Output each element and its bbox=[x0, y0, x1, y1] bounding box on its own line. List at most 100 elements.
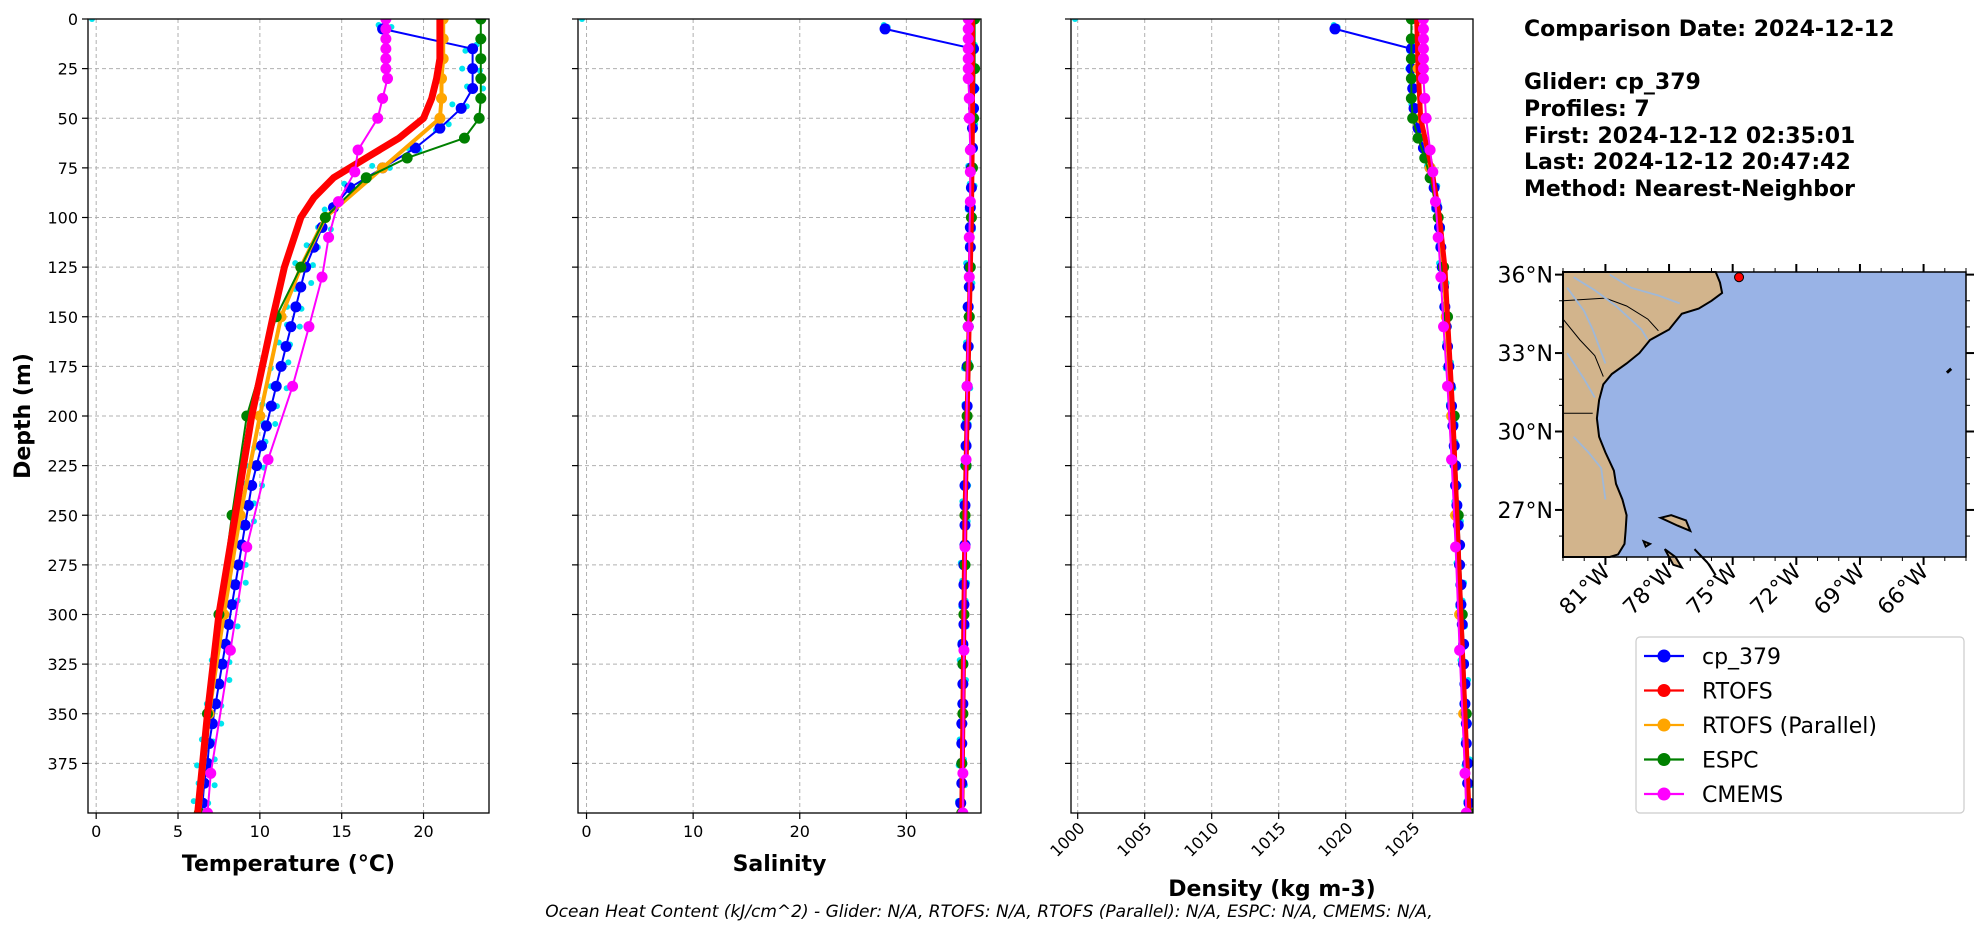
glider-raw-points bbox=[579, 19, 980, 807]
legend-label: ESPC bbox=[1702, 749, 1759, 774]
data-point bbox=[1417, 63, 1429, 75]
data-point bbox=[380, 63, 392, 75]
data-point bbox=[959, 541, 971, 553]
legend-entry-rtofs: RTOFS bbox=[1644, 680, 1773, 705]
lat-label: 33°N bbox=[1498, 342, 1553, 367]
data-point bbox=[239, 519, 251, 531]
info-line-4: First: 2024-12-12 02:35:01 bbox=[1524, 124, 1855, 149]
series-cmems bbox=[957, 19, 976, 813]
data-point bbox=[1460, 807, 1472, 813]
data-point bbox=[963, 271, 975, 283]
river bbox=[1572, 436, 1607, 500]
x-axis-label: Temperature (°C) bbox=[182, 852, 395, 877]
data-point bbox=[285, 321, 297, 333]
data-point bbox=[1417, 19, 1429, 25]
raw-point bbox=[1072, 19, 1078, 22]
data-point bbox=[475, 73, 487, 85]
data-point bbox=[1432, 231, 1444, 243]
data-point bbox=[962, 321, 974, 333]
data-point bbox=[1417, 53, 1429, 65]
y-tick-label: 150 bbox=[47, 308, 78, 327]
data-point bbox=[1427, 166, 1439, 178]
data-point bbox=[467, 63, 479, 75]
data-point bbox=[1454, 644, 1466, 656]
data-point bbox=[473, 112, 485, 124]
data-point bbox=[475, 19, 487, 25]
y-ticks bbox=[572, 18, 578, 764]
legend-label: RTOFS bbox=[1702, 680, 1773, 705]
data-point bbox=[380, 19, 392, 25]
data-point bbox=[223, 618, 235, 630]
data-point bbox=[323, 231, 335, 243]
x-tick-label: 10 bbox=[250, 822, 270, 841]
legend-marker bbox=[1657, 787, 1671, 801]
data-point bbox=[962, 19, 974, 25]
data-point bbox=[962, 23, 974, 35]
location-map: 36°N33°N30°N27°N81°W 78°W 75°W 72°W 69°W 66°W bbox=[1498, 264, 1974, 620]
panel-1: 0 5 10 15 2002550751001251501752002252502753… bbox=[11, 10, 490, 877]
raw-point bbox=[89, 19, 95, 22]
data-point bbox=[1405, 53, 1417, 65]
data-point bbox=[1420, 112, 1432, 124]
island bbox=[1693, 548, 1717, 576]
data-point bbox=[349, 166, 361, 178]
data-point bbox=[1435, 271, 1447, 283]
data-point bbox=[1405, 19, 1417, 25]
y-tick-label: 200 bbox=[47, 407, 78, 426]
y-tick-label: 0 bbox=[68, 10, 78, 29]
series-line bbox=[1414, 19, 1472, 813]
state-border bbox=[1562, 297, 1659, 332]
raw-point bbox=[579, 19, 585, 22]
data-point bbox=[380, 43, 392, 55]
data-point bbox=[233, 559, 245, 571]
data-point bbox=[290, 301, 302, 313]
river bbox=[1573, 276, 1649, 341]
info-line-2: Glider: cp_379 bbox=[1524, 70, 1701, 95]
data-point bbox=[246, 479, 258, 491]
data-point bbox=[213, 678, 225, 690]
data-point bbox=[1417, 73, 1429, 85]
data-point bbox=[1412, 132, 1424, 144]
data-point bbox=[1419, 92, 1431, 104]
data-point bbox=[961, 380, 973, 392]
raw-point bbox=[194, 762, 201, 769]
x-tick-label: 0 bbox=[581, 822, 591, 841]
data-point bbox=[280, 341, 292, 353]
y-tick-label: 175 bbox=[47, 357, 78, 376]
data-point bbox=[962, 33, 974, 45]
data-point bbox=[229, 579, 241, 591]
x-tick-label: 15 bbox=[332, 822, 352, 841]
data-point bbox=[352, 144, 364, 156]
island bbox=[1641, 539, 1653, 548]
data-point bbox=[262, 454, 274, 466]
data-point bbox=[409, 142, 421, 154]
data-point bbox=[270, 380, 282, 392]
y-tick-label: 125 bbox=[47, 258, 78, 277]
raw-point bbox=[462, 47, 469, 54]
lat-label: 27°N bbox=[1498, 499, 1553, 524]
data-point bbox=[958, 644, 970, 656]
legend-marker bbox=[1657, 718, 1671, 732]
data-point bbox=[251, 460, 263, 472]
data-point bbox=[963, 231, 975, 243]
y-tick-label: 25 bbox=[58, 60, 78, 79]
data-point bbox=[467, 82, 479, 94]
data-point bbox=[475, 92, 487, 104]
legend-box bbox=[1635, 636, 1965, 814]
grid bbox=[578, 18, 981, 813]
plot-area bbox=[1072, 19, 1473, 813]
data-point bbox=[254, 410, 266, 422]
y-tick-label: 225 bbox=[47, 457, 78, 476]
data-point bbox=[1417, 23, 1429, 35]
data-point bbox=[475, 53, 487, 65]
y-tick-label: 50 bbox=[58, 109, 78, 128]
raw-point bbox=[459, 65, 466, 72]
data-point bbox=[380, 23, 392, 35]
data-point bbox=[260, 420, 272, 432]
ocean-heat-content-footer: Ocean Heat Content (kJ/cm^2) - Glider: N… bbox=[545, 902, 1432, 922]
data-point bbox=[962, 53, 974, 65]
data-point bbox=[455, 102, 467, 114]
bermuda bbox=[1945, 367, 1953, 374]
glider-location-marker bbox=[1734, 272, 1745, 283]
y-tick-label: 375 bbox=[47, 754, 78, 773]
